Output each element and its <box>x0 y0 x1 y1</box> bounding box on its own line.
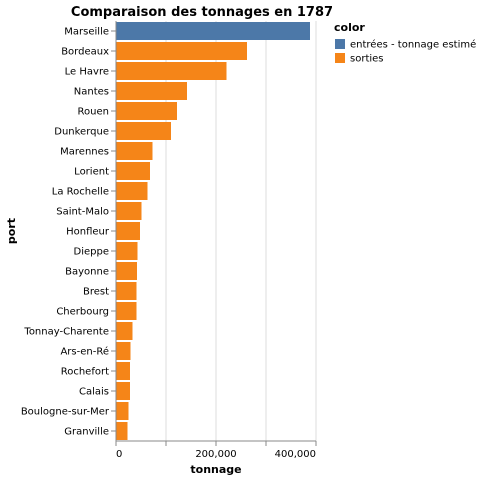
y-tick-label: La Rochelle <box>52 187 109 198</box>
y-tick-label: Cherbourg <box>56 307 109 318</box>
y-tick-label: Dieppe <box>74 247 109 258</box>
chart-title: Comparaison des tonnages en 1787 <box>71 5 333 20</box>
bars <box>116 22 310 440</box>
bar <box>116 182 148 200</box>
bar <box>116 342 131 360</box>
bar <box>116 402 129 420</box>
bar <box>116 362 130 380</box>
legend-label: sorties <box>350 54 384 65</box>
legend-title: color <box>334 21 365 34</box>
y-tick-label: Saint-Malo <box>56 207 109 218</box>
y-tick-label: Boulogne-sur-Mer <box>21 407 110 418</box>
y-tick-label: Calais <box>79 387 109 398</box>
bar <box>116 302 137 320</box>
bar <box>116 262 137 280</box>
y-tick-label: Honfleur <box>66 227 110 238</box>
x-tick-label: 400,000 <box>275 449 316 460</box>
bar <box>116 282 137 300</box>
bar <box>116 22 310 40</box>
bar <box>116 422 128 440</box>
y-tick-label: Bordeaux <box>61 47 109 58</box>
y-tick-label: Le Havre <box>65 67 109 78</box>
legend: color entrées - tonnage estimé sorties <box>334 21 476 65</box>
y-tick-label: Rouen <box>78 107 109 118</box>
legend-swatch <box>335 53 345 63</box>
x-tick-label: 0 <box>116 449 122 460</box>
bar <box>116 62 227 80</box>
y-tick-label: Brest <box>83 287 109 298</box>
y-tick-label: Bayonne <box>65 267 109 278</box>
x-axis-title: tonnage <box>190 463 241 476</box>
y-tick-label: Granville <box>64 427 109 438</box>
y-tick-label: Rochefort <box>61 367 109 378</box>
y-axis-title: port <box>5 218 18 244</box>
x-axis: 0 200,000 400,000 <box>115 440 317 460</box>
y-tick-label: Nantes <box>74 87 109 98</box>
bar <box>116 202 142 220</box>
y-tick-label: Marennes <box>60 147 109 158</box>
x-tick-label: 200,000 <box>195 449 236 460</box>
y-tick-label: Dunkerque <box>54 127 109 138</box>
bar <box>116 162 150 180</box>
bar <box>116 142 153 160</box>
y-tick-label: Tonnay-Charente <box>23 327 109 338</box>
bar <box>116 242 138 260</box>
bar <box>116 82 187 100</box>
legend-swatch <box>335 39 345 49</box>
bar <box>116 122 171 140</box>
bar <box>116 222 140 240</box>
y-tick-label: Lorient <box>74 167 109 178</box>
bar <box>116 102 177 120</box>
bar <box>116 42 247 60</box>
legend-label: entrées - tonnage estimé <box>350 39 476 51</box>
y-tick-label: Marseille <box>64 27 109 38</box>
y-axis: Marseille Bordeaux Le Havre Nantes Rouen Dunk… <box>21 21 117 441</box>
y-tick-label: Ars-en-Ré <box>60 346 109 358</box>
bar <box>116 382 130 400</box>
bar <box>116 322 133 340</box>
